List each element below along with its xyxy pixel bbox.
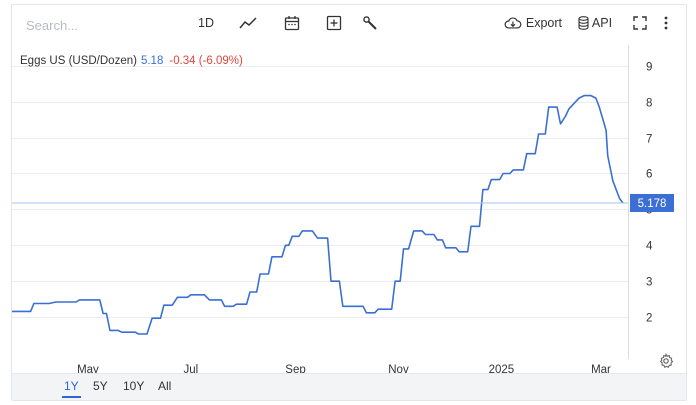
line-chart-icon [239, 17, 257, 29]
range-1y-button[interactable]: 1Y [62, 379, 81, 398]
interval-button[interactable]: 1D [194, 13, 218, 33]
fullscreen-icon [633, 16, 647, 30]
api-button[interactable]: API [577, 13, 613, 33]
y-tick-label: 6 [646, 169, 652, 181]
more-options-button[interactable] [660, 13, 672, 33]
fullscreen-button[interactable] [631, 13, 649, 33]
chart-type-button[interactable] [238, 13, 258, 33]
more-vert-icon [664, 16, 668, 30]
price-chart[interactable]: 23456789MayJulSepNov2025Mar5.178 [12, 45, 688, 379]
add-icon [326, 15, 342, 31]
chart-settings-button[interactable] [658, 353, 674, 369]
last-value-badge [630, 193, 674, 212]
api-label: API [591, 16, 613, 30]
search-input[interactable] [24, 14, 178, 36]
interval-label: 1D [198, 16, 214, 30]
range-selector: 1Y 5Y 10Y All [12, 373, 686, 400]
wrench-icon [363, 16, 377, 30]
y-tick-label: 2 [646, 313, 652, 325]
y-tick-label: 7 [646, 134, 652, 146]
export-button[interactable]: Export [504, 13, 562, 33]
y-tick-label: 3 [646, 277, 652, 289]
chart-legend: Eggs US (USD/Dozen) 5.18 -0.34 (-6.09%) [20, 55, 243, 67]
range-5y-button[interactable]: 5Y [93, 379, 108, 393]
range-all-button[interactable]: All [158, 379, 172, 393]
gear-icon [659, 353, 674, 369]
y-tick-label: 9 [646, 62, 652, 74]
export-label: Export [525, 16, 562, 30]
cloud-download-icon [504, 17, 522, 29]
chart-widget: 1D [11, 4, 687, 401]
settings-tools-button[interactable] [360, 13, 380, 33]
legend-current-value: 5.18 [140, 55, 164, 67]
range-10y-button[interactable]: 10Y [123, 379, 145, 393]
date-range-button[interactable] [282, 13, 302, 33]
series-line [12, 94, 624, 335]
y-tick-label: 8 [646, 98, 652, 110]
legend-series-name: Eggs US (USD/Dozen) [20, 55, 137, 67]
database-icon [578, 16, 589, 30]
chart-toolbar: 1D [12, 5, 686, 41]
compare-button[interactable] [324, 13, 344, 33]
y-tick-label: 4 [646, 241, 653, 253]
calendar-icon [284, 16, 300, 31]
legend-change: -0.34 (-6.09%) [169, 55, 243, 67]
chart-area: 23456789MayJulSepNov2025Mar5.178 Eggs US… [12, 45, 686, 379]
last-value-label: 5.178 [638, 198, 667, 210]
